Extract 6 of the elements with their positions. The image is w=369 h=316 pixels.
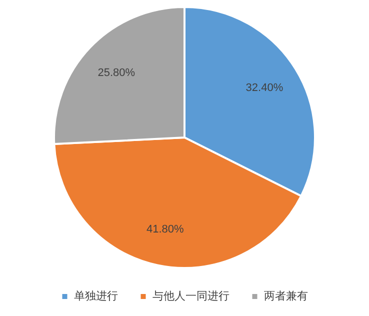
legend-label: 单独进行 [74,289,118,302]
data-label: 32.40% [246,82,284,94]
data-label: 41.80% [146,223,184,236]
data-label: 25.80% [98,66,136,79]
legend-label: 与他人一同进行 [152,289,230,302]
legend-label: 两者兼有 [264,289,308,302]
